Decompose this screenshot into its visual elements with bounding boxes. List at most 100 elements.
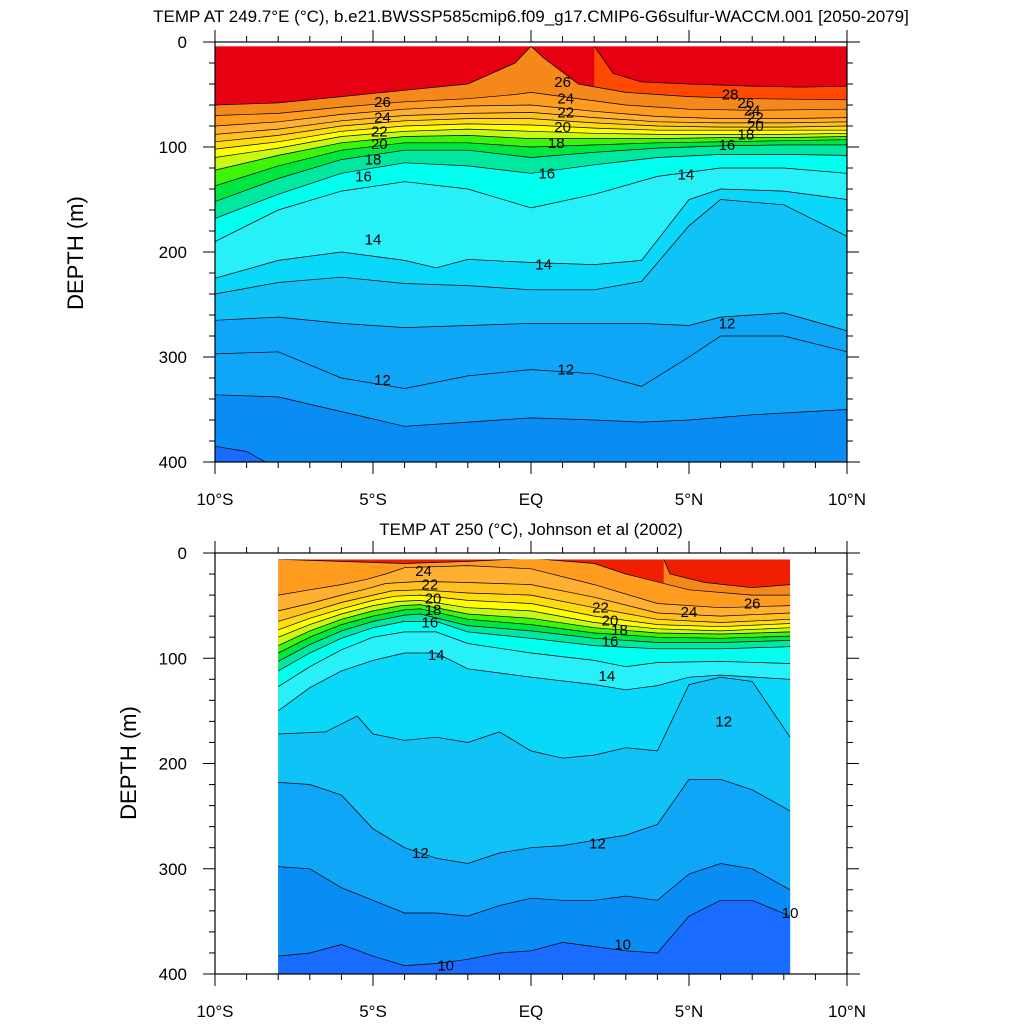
contour-label: 12 (374, 372, 391, 389)
x-tick-label: EQ (519, 490, 544, 509)
contour-label: 24 (681, 604, 698, 621)
contour-line (215, 154, 847, 219)
contour-label: 20 (425, 590, 442, 607)
contour-line (278, 581, 791, 617)
contour-line (215, 394, 847, 427)
contour-line (215, 335, 847, 389)
contour-line (278, 604, 791, 646)
contour-label: 14 (428, 647, 445, 664)
contour-line (215, 123, 847, 150)
x-tick-label: 5°S (359, 490, 387, 509)
contour-label: 18 (738, 126, 755, 143)
contour-fill-band (278, 863, 791, 974)
y-tick-label: 0 (178, 544, 187, 563)
contour-line (215, 139, 847, 187)
contour-line (278, 652, 791, 712)
contour-line (278, 899, 791, 966)
contour-label: 20 (371, 136, 388, 153)
contour-label: 14 (365, 231, 382, 248)
panel-top: TEMP AT 249.7°E (°C), b.e21.BWSSP585cmip… (63, 7, 909, 509)
contour-line (278, 631, 791, 687)
contour-label: 18 (365, 152, 382, 169)
contour-label: 22 (371, 123, 388, 140)
contour-lines (278, 559, 791, 966)
contour-line (278, 565, 791, 609)
contour-label: 18 (611, 622, 628, 639)
contour-line (278, 608, 791, 654)
contour-line (215, 112, 847, 135)
contour-line (215, 104, 847, 127)
contour-line (215, 46, 847, 106)
contour-label: 22 (747, 110, 764, 127)
contour-label: 26 (738, 95, 755, 112)
contour-label: 16 (602, 633, 619, 650)
contour-label: 12 (589, 835, 606, 852)
contour-line (215, 135, 847, 171)
contour-label: 12 (719, 315, 736, 332)
contour-label: 20 (747, 118, 764, 135)
contour-line (278, 676, 791, 759)
contour-label: 12 (715, 713, 732, 730)
y-tick-label: 400 (159, 453, 187, 472)
y-tick-label: 100 (159, 649, 187, 668)
y-tick-label: 400 (159, 965, 187, 984)
y-axis-label: DEPTH (m) (63, 196, 88, 310)
contour-label: 16 (719, 137, 736, 154)
contour-label: 16 (538, 165, 555, 182)
contour-label: 12 (412, 845, 429, 862)
contour-fill-band (278, 900, 791, 974)
contour-line (215, 144, 847, 202)
contour-line (215, 167, 847, 242)
contour-line (215, 312, 847, 332)
y-axis-label: DEPTH (m) (116, 706, 141, 820)
panel-bottom: TEMP AT 250 (°C), Johnson et al (2002) D… (116, 520, 866, 1021)
contour-label: 14 (535, 257, 552, 274)
panel-title: TEMP AT 250 (°C), Johnson et al (2002) (379, 520, 683, 539)
x-tick-label: 5°N (675, 490, 704, 509)
x-tick-label: 10°S (196, 1002, 233, 1021)
contour-label: 14 (598, 668, 615, 685)
contour-label: 20 (602, 612, 619, 629)
x-tick-label: EQ (519, 1002, 544, 1021)
contour-label: 14 (677, 166, 694, 183)
contour-fills (215, 46, 847, 462)
contour-label: 16 (355, 168, 372, 185)
contour-label: 22 (592, 600, 609, 617)
contour-lines (215, 46, 847, 462)
contour-label: 24 (744, 102, 761, 119)
contour-label: 10 (437, 958, 454, 975)
x-tick-label: 10°S (196, 490, 233, 509)
x-tick-label: 10°N (828, 1002, 866, 1021)
contour-line (278, 778, 791, 864)
contour-line (215, 92, 847, 116)
contour-label: 26 (554, 74, 571, 91)
contour-label: 26 (744, 596, 761, 613)
contour-label: 24 (557, 91, 574, 108)
contour-label: 10 (782, 905, 799, 922)
contour-label: 10 (614, 937, 631, 954)
contour-line (278, 600, 791, 638)
contour-label: 26 (374, 94, 391, 111)
contour-line (278, 863, 791, 917)
contour-label: 22 (422, 577, 439, 594)
x-tick-label: 5°N (675, 1002, 704, 1021)
contour-label: 22 (557, 104, 574, 121)
y-tick-label: 300 (159, 860, 187, 879)
contour-label: 12 (557, 362, 574, 379)
contour-line (593, 46, 847, 88)
y-tick-label: 200 (159, 243, 187, 262)
contour-label: 18 (425, 602, 442, 619)
y-tick-label: 100 (159, 138, 187, 157)
contour-label: 28 (722, 87, 739, 104)
x-tick-label: 5°S (359, 1002, 387, 1021)
contour-line (663, 559, 791, 589)
panel-title: TEMP AT 249.7°E (°C), b.e21.BWSSP585cmip… (153, 7, 909, 26)
x-tick-label: 10°N (828, 490, 866, 509)
contour-line (215, 118, 847, 143)
contour-line (278, 594, 791, 631)
contour-line (278, 613, 791, 662)
contour-line (278, 621, 791, 672)
contour-label: 24 (415, 563, 432, 580)
contour-line (215, 128, 847, 158)
